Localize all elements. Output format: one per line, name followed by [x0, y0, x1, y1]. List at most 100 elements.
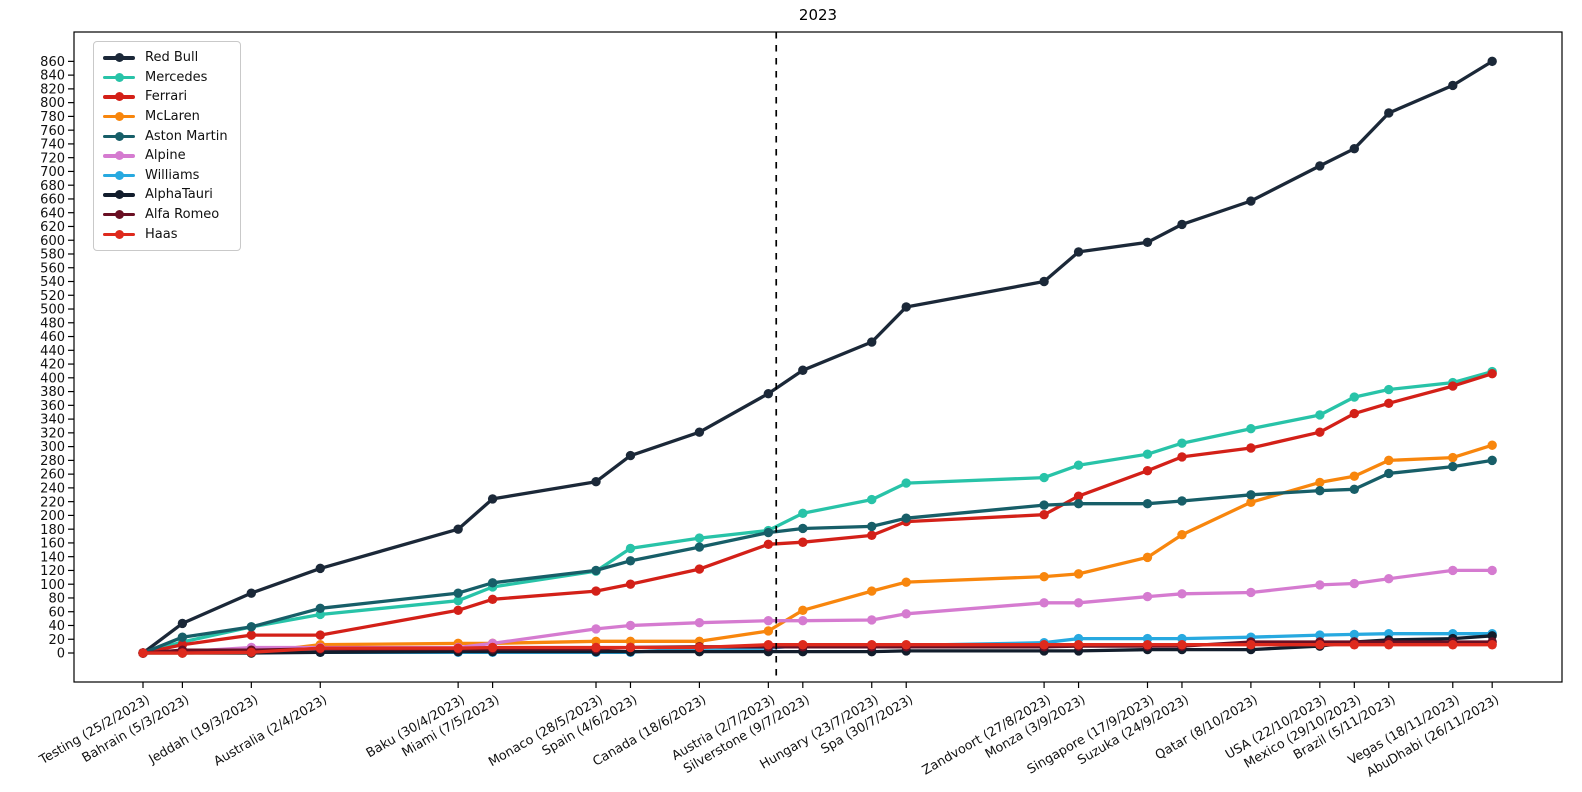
data-point-haas — [1349, 640, 1360, 650]
data-point-red-bull — [1349, 144, 1360, 154]
data-point-williams — [1349, 629, 1360, 640]
data-point-aston-martin — [591, 565, 601, 576]
series-line-mclaren — [138, 440, 1497, 658]
y-tick-label: 440 — [40, 344, 65, 359]
data-point-haas — [453, 643, 463, 653]
legend-box: Red Bull Mercedes Ferrari McLaren Aston Mart… — [93, 41, 241, 251]
data-point-mclaren — [1384, 455, 1394, 466]
data-point-mercedes — [901, 478, 911, 488]
legend-line-marker-icon — [103, 210, 135, 220]
data-point-red-bull — [1073, 247, 1084, 257]
data-point-aston-martin — [246, 622, 257, 632]
data-point-alpine — [798, 615, 808, 626]
data-point-haas — [1142, 640, 1153, 650]
y-tick-label: 260 — [40, 468, 65, 483]
data-point-haas — [315, 643, 325, 653]
data-point-ferrari — [453, 605, 463, 616]
data-point-aston-martin — [1142, 499, 1153, 509]
y-tick-label: 540 — [40, 275, 65, 290]
data-point-haas — [1487, 640, 1497, 650]
data-point-ferrari — [1246, 443, 1256, 453]
data-point-haas — [138, 648, 148, 658]
data-point-alpine — [1487, 565, 1497, 576]
legend-item-mclaren: McLaren — [103, 107, 228, 127]
y-axis: 0204060801001201401601802002202402602803… — [40, 55, 74, 662]
data-point-ferrari — [315, 630, 325, 640]
data-point-red-bull — [867, 337, 877, 347]
legend-label: AlphaTauri — [145, 187, 213, 203]
legend-line-marker-icon — [103, 131, 135, 141]
data-point-haas — [487, 642, 498, 653]
data-point-mercedes — [1039, 472, 1049, 483]
data-point-haas — [1384, 640, 1394, 650]
data-point-red-bull — [487, 494, 498, 504]
data-point-alpine — [1073, 598, 1084, 608]
series-line-red-bull — [138, 56, 1497, 658]
series-path-aston-martin — [141, 458, 1494, 655]
y-tick-label: 860 — [40, 55, 65, 70]
data-point-aston-martin — [694, 542, 705, 552]
y-tick-label: 580 — [40, 248, 65, 263]
data-point-red-bull — [694, 427, 705, 437]
y-tick-label: 620 — [40, 220, 65, 235]
data-point-haas — [1448, 640, 1458, 650]
legend-item-aston-martin: Aston Martin — [103, 126, 228, 146]
data-point-aston-martin — [1487, 455, 1497, 466]
y-tick-label: 520 — [40, 289, 65, 304]
data-point-aston-martin — [1349, 484, 1360, 494]
y-tick-label: 120 — [40, 564, 65, 579]
data-point-aston-martin — [453, 588, 463, 598]
data-point-mclaren — [1315, 477, 1325, 488]
data-point-red-bull — [1177, 219, 1187, 230]
y-tick-label: 20 — [48, 633, 65, 648]
y-tick-label: 340 — [40, 413, 65, 428]
chart-title: 2023 — [798, 6, 838, 24]
data-point-ferrari — [1315, 427, 1325, 437]
y-tick-label: 220 — [40, 495, 65, 510]
data-point-ferrari — [591, 586, 601, 596]
data-point-alpine — [625, 620, 636, 631]
legend-item-williams: Williams — [103, 166, 228, 186]
data-point-haas — [1177, 640, 1187, 650]
data-point-haas — [867, 640, 877, 650]
y-tick-label: 160 — [40, 537, 65, 552]
data-point-aston-martin — [763, 527, 774, 538]
data-point-alpine — [1349, 578, 1360, 589]
data-point-haas — [1315, 640, 1325, 650]
data-point-alpine — [1384, 574, 1394, 584]
data-point-haas — [763, 640, 774, 650]
data-point-aston-martin — [315, 603, 325, 613]
data-point-mercedes — [867, 494, 877, 505]
data-point-aston-martin — [1177, 496, 1187, 506]
data-point-ferrari — [1177, 452, 1187, 462]
legend-label: Alfa Romeo — [145, 207, 220, 223]
legend-line-marker-icon — [103, 151, 135, 161]
data-point-mclaren — [1142, 552, 1153, 563]
legend-label: McLaren — [145, 109, 200, 125]
data-point-mclaren — [1073, 569, 1084, 579]
series-line-haas — [138, 640, 1497, 658]
y-tick-label: 780 — [40, 110, 65, 125]
legend-label: Haas — [145, 226, 178, 242]
data-point-mclaren — [867, 586, 877, 596]
data-point-ferrari — [694, 564, 705, 574]
legend-item-alpine: Alpine — [103, 146, 228, 166]
data-point-alpine — [1246, 587, 1256, 598]
data-point-red-bull — [798, 365, 808, 375]
data-point-haas — [1039, 640, 1049, 650]
data-point-alpine — [591, 624, 601, 634]
legend-item-ferrari: Ferrari — [103, 87, 228, 107]
data-point-alpine — [1448, 565, 1458, 576]
data-point-ferrari — [763, 539, 774, 550]
legend-label: Alpine — [145, 148, 186, 164]
data-point-red-bull — [453, 524, 463, 534]
data-point-haas — [798, 640, 808, 650]
data-point-haas — [1073, 640, 1084, 650]
data-point-haas — [246, 647, 257, 658]
data-point-red-bull — [1315, 161, 1325, 171]
data-point-ferrari — [1448, 381, 1458, 391]
legend-item-red-bull: Red Bull — [103, 48, 228, 68]
data-point-ferrari — [625, 579, 636, 589]
data-point-mercedes — [1177, 438, 1187, 448]
